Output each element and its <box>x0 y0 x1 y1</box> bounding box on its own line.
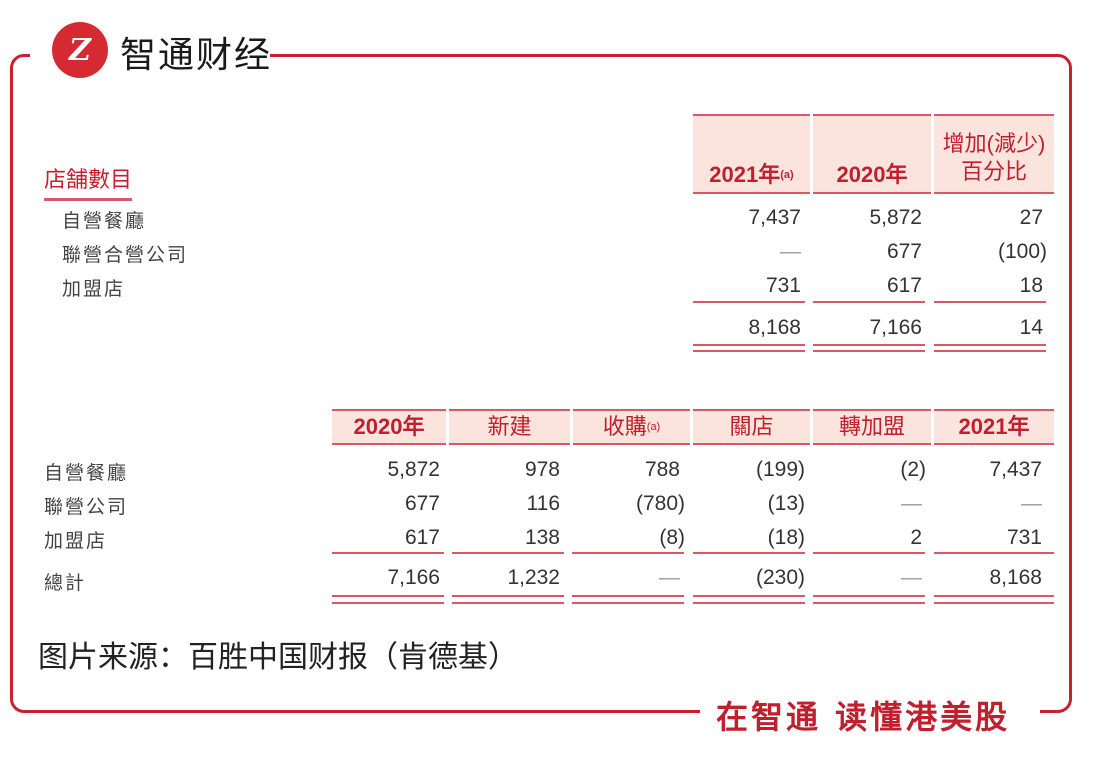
image-source-caption: 图片来源：百胜中国财报（肯德基） <box>38 640 518 675</box>
t2-total-cell: 7,166 <box>387 566 440 589</box>
t1-header-2021: 2021年(a) <box>693 114 810 194</box>
t2-cell: 7,437 <box>989 458 1042 481</box>
rule <box>332 602 444 604</box>
rule <box>813 350 925 352</box>
t2-header-refranchised: 轉加盟 <box>813 409 931 445</box>
brand-name: 智通财经 <box>120 35 273 76</box>
t2-cell: (8) <box>659 526 685 549</box>
t2-total-cell: (230) <box>755 566 805 589</box>
section-title: 店舗數目 <box>44 162 133 201</box>
rule <box>693 552 805 554</box>
t1-row-label: 自營餐廳 <box>62 210 147 232</box>
t1-cell: (100) <box>997 240 1047 263</box>
rule <box>452 552 564 554</box>
rule <box>693 344 805 346</box>
frame-gap-bottom <box>700 700 1040 730</box>
t1-cell: 7,437 <box>748 206 801 229</box>
t2-header-acquired: 收購(a) <box>573 409 690 445</box>
t1-total-cell: 14 <box>1019 316 1043 339</box>
t2-cell: — <box>901 492 922 515</box>
rule <box>452 595 564 597</box>
t2-cell: (18) <box>767 526 805 549</box>
t2-row-label: 自營餐廳 <box>44 462 129 484</box>
rule <box>934 602 1054 604</box>
t2-row-label: 加盟店 <box>44 530 108 552</box>
rule <box>693 602 805 604</box>
t2-cell: 2 <box>910 526 922 549</box>
t2-cell: 677 <box>404 492 440 515</box>
t1-total-cell: 8,168 <box>748 316 801 339</box>
t2-total-cell: 8,168 <box>989 566 1042 589</box>
rule <box>572 595 684 597</box>
rule <box>934 344 1046 346</box>
rule <box>572 552 684 554</box>
rule <box>813 595 925 597</box>
t2-cell: 731 <box>1006 526 1042 549</box>
t2-header-new: 新建 <box>449 409 570 445</box>
t2-total-cell: 1,232 <box>507 566 560 589</box>
t1-header-change-pct: 增加(減少) 百分比 <box>934 114 1054 194</box>
t2-header-2020: 2020年 <box>332 409 446 445</box>
t2-cell: 788 <box>644 458 680 481</box>
rule <box>813 602 925 604</box>
t1-cell: 18 <box>1019 274 1043 297</box>
rule <box>693 301 805 303</box>
t2-row-label: 聯營公司 <box>44 496 129 518</box>
rule <box>693 595 805 597</box>
t2-cell: (2) <box>900 458 926 481</box>
rule <box>693 350 805 352</box>
t2-cell: 116 <box>526 492 560 515</box>
rule <box>572 602 684 604</box>
t1-cell: — <box>780 240 801 263</box>
t1-row-label: 聯營合營公司 <box>62 244 189 266</box>
t2-cell: 617 <box>404 526 440 549</box>
t1-cell: 677 <box>886 240 922 263</box>
rule <box>813 344 925 346</box>
rule <box>332 552 444 554</box>
rule <box>332 595 444 597</box>
t1-cell: 5,872 <box>869 206 922 229</box>
rule <box>934 595 1054 597</box>
t2-total-cell: — <box>659 566 680 589</box>
t2-cell: 978 <box>524 458 560 481</box>
t2-header-closed: 關店 <box>693 409 810 445</box>
t2-total-label: 總計 <box>44 572 87 594</box>
t2-header-2021: 2021年 <box>934 409 1054 445</box>
rule <box>813 552 925 554</box>
t2-total-cell: — <box>901 566 922 589</box>
t2-cell: (13) <box>767 492 805 515</box>
brand-slogan: 在智通 读懂港美股 <box>716 698 1011 736</box>
rule <box>934 552 1054 554</box>
t2-cell: 5,872 <box>387 458 440 481</box>
rule <box>813 301 925 303</box>
brand-logo-icon: Z <box>52 22 108 78</box>
t2-cell: (780) <box>635 492 685 515</box>
t2-cell: 138 <box>524 526 560 549</box>
t2-cell: — <box>1021 492 1042 515</box>
t2-cell: (199) <box>755 458 805 481</box>
rule <box>934 301 1046 303</box>
t1-total-cell: 7,166 <box>869 316 922 339</box>
t1-header-2020: 2020年 <box>813 114 931 194</box>
t1-cell: 27 <box>1019 206 1043 229</box>
t1-cell: 617 <box>886 274 922 297</box>
t1-row-label: 加盟店 <box>62 278 126 300</box>
t1-cell: 731 <box>765 274 801 297</box>
rule <box>934 350 1046 352</box>
rule <box>452 602 564 604</box>
page-frame <box>10 54 1072 713</box>
